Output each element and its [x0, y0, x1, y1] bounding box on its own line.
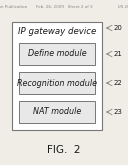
Text: 23: 23 [114, 109, 123, 115]
Bar [19, 101, 95, 123]
Bar [12, 22, 102, 130]
Bar [19, 43, 95, 65]
Text: Define module: Define module [28, 50, 86, 59]
Text: FIG.  2: FIG. 2 [47, 145, 81, 155]
Text: 21: 21 [114, 51, 123, 57]
Text: Patent Application Publication       Feb. 26, 2009   Sheet 2 of 3               : Patent Application Publication Feb. 26, … [0, 5, 128, 9]
Bar [19, 72, 95, 94]
Text: Recognition module: Recognition module [17, 79, 97, 87]
Text: 22: 22 [114, 80, 123, 86]
Text: 20: 20 [114, 25, 123, 31]
Text: NAT module: NAT module [33, 108, 81, 116]
Text: IP gateway device: IP gateway device [18, 28, 96, 36]
